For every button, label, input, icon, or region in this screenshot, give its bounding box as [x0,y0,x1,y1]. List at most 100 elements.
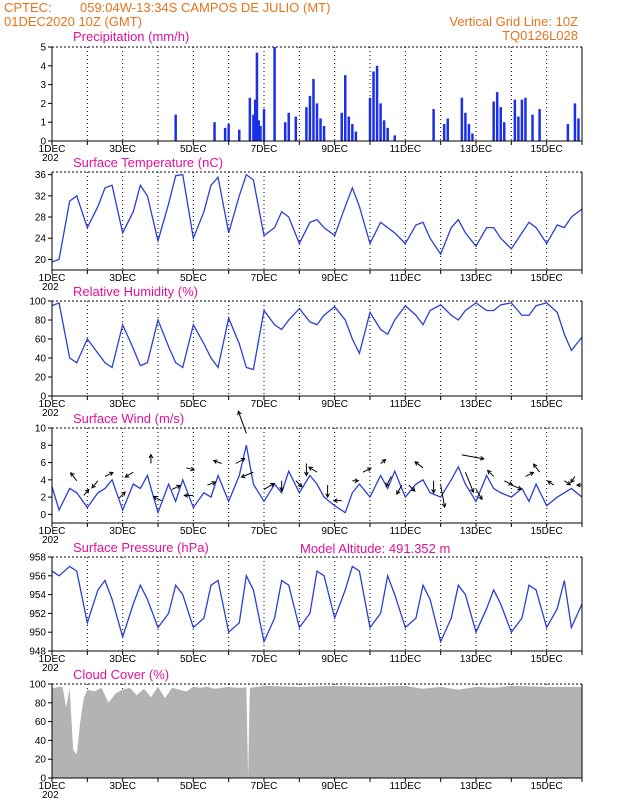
pressure-xtick-label: 1DEC [39,654,66,665]
wind-arrow [279,480,285,492]
wind-arrow [240,471,254,479]
pressure-ytick-label: 952 [29,609,46,620]
temperature-ytick-label: 32 [35,191,47,202]
wind-arrow [380,458,387,464]
humidity-xtick-label: 7DEC [251,399,278,410]
wind-arrow [362,467,372,473]
temperature-xtick-label: 5DEC [180,273,207,284]
precip-panel: Precipitation (mm/h) 0 1 2 3 4 5 1DEC 3DEC 5DEC 7D… [39,29,583,164]
humidity-ytick-label: 60 [35,335,47,346]
precip-ytick-label: 2 [40,99,46,110]
cloud-ytick-label: 80 [35,698,47,709]
cloud-ytick-label: 20 [35,755,47,766]
humidity-title: Relative Humidity (%) [73,284,198,299]
humidity-xtick-label: 11DEC [390,399,422,410]
wind-arrow [325,485,330,499]
wind-arrow [532,463,540,473]
cloud-xtick-label: 15DEC [531,781,563,792]
temperature-year-label: 202 [42,282,59,293]
wind-arrow [511,484,523,491]
wind-arrow [461,454,485,461]
pressure-ytick-label: 948 [29,647,46,658]
wind-ytick-label: 8 [40,441,46,452]
pressure-xtick-label: 15DEC [531,654,563,665]
wind-arrow [83,488,90,496]
wind-arrow [440,485,447,509]
precip-bar [347,116,351,141]
cloud-xtick-label: 13DEC [460,781,492,792]
humidity-ytick-label: 20 [35,373,47,384]
cloud-xtick-label: 1DEC [39,781,66,792]
pressure-xtick-label: 9DEC [321,654,348,665]
precip-bar [372,71,375,141]
pressure-ytick-label: 950 [29,628,46,639]
pressure-xtick-label: 13DEC [460,654,492,665]
temperature-title: Surface Temperature (nC) [73,155,223,170]
pressure-title: Surface Pressure (hPa) [73,540,209,555]
humidity-xtick-label: 9DEC [321,399,348,410]
wind-ytick-label: 4 [40,475,46,486]
temperature-ytick-label: 20 [35,255,47,266]
precip-ytick-label: 4 [40,61,46,72]
precip-bar [467,124,471,141]
wind-xtick-label: 3DEC [109,526,136,537]
pressure-panel: Surface Pressure (hPa) 948 950 952 954 956 958… [29,540,583,674]
precip-bar [531,114,534,141]
precip-bar [471,133,474,141]
cloud-year-label: 202 [42,790,59,800]
pressure-ytick-label: 956 [29,571,46,582]
precip-bar [432,109,435,141]
humidity-ytick-label: 100 [29,297,46,308]
wind-arrow [186,466,196,472]
precip-bar [520,99,524,141]
wind-arrow [295,480,303,488]
wind-arrow [263,482,275,490]
precip-bar [492,101,495,141]
precip-bar [495,92,499,141]
precip-xtick-label: 11DEC [390,144,422,155]
cloud-panel: Cloud Cover (%) 0 20 40 60 80 100 1DEC 3DEC 5DEC 7… [29,667,583,800]
precip-bar [223,127,227,141]
wind-arrow [486,469,495,477]
precip-year-label: 202 [42,153,59,164]
precip-ytick-label: 0 [40,137,46,148]
cloud-xtick-label: 3DEC [109,781,136,792]
pressure-xtick-label: 7DEC [251,654,278,665]
wind-arrow [152,495,162,502]
pressure-series-line [51,565,583,644]
precip-xtick-label: 15DEC [531,144,563,155]
humidity-ytick-label: 40 [35,354,47,365]
wind-xtick-label: 5DEC [180,526,207,537]
wind-ytick-label: 10 [35,424,47,435]
humidity-ytick-label: 80 [35,316,47,327]
precip-bar [503,122,506,141]
wind-arrow [525,471,535,477]
temperature-ytick-label: 36 [35,170,47,181]
wind-arrow [104,471,114,477]
wind-arrow [91,480,99,489]
precip-bar [446,118,449,141]
wind-arrow [564,480,572,486]
precip-bar [213,122,216,141]
cloud-ytick-label: 40 [35,736,47,747]
precip-xtick-label: 9DEC [321,144,348,155]
pressure-xtick-label: 11DEC [390,654,422,665]
cloud-xtick-label: 11DEC [390,781,422,792]
pressure-xtick-label: 3DEC [109,654,136,665]
cloud-xtick-label: 5DEC [180,781,207,792]
wind-arrow [464,471,475,494]
precip-bar [464,112,467,141]
precip-bar [386,127,389,141]
humidity-series-line [51,302,583,371]
cloud-title: Cloud Cover (%) [73,667,169,682]
precip-bar [375,65,379,141]
precip-bar [382,120,386,141]
wind-arrow [235,457,246,464]
location-label: 059:04W-13:34S CAMPOS DE JULIO (MT) [80,0,330,15]
precip-bar [566,124,570,141]
precip-bar [513,99,517,141]
wind-arrow [396,484,403,496]
temperature-ytick-label: 28 [35,213,47,224]
cloud-cover-area [52,685,582,778]
